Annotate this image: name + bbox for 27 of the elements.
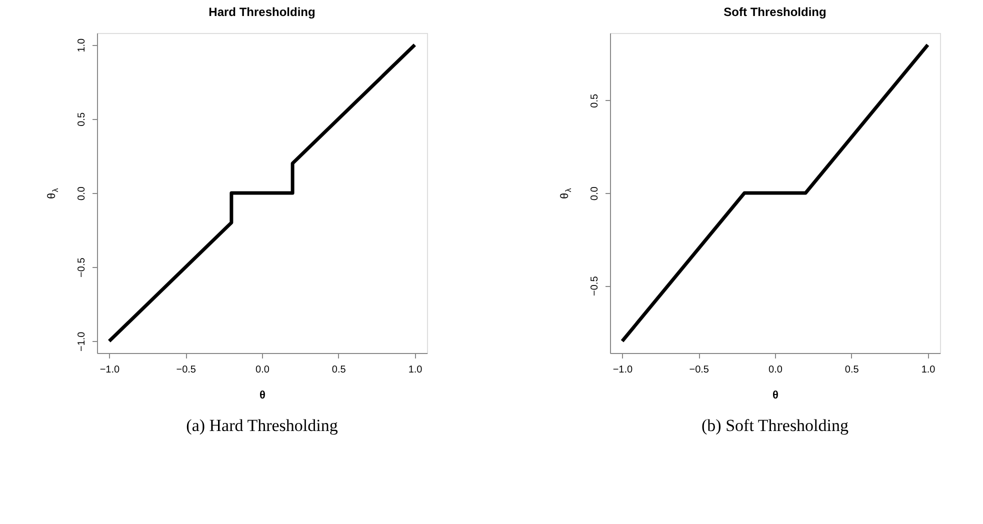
chart-title: Hard Thresholding [208,5,316,19]
chart-title: Soft Thresholding [724,5,826,19]
y-axis-title: θλ [46,188,60,199]
y-tick-label: −1.0 [76,331,88,352]
text: (a) Hard Thresholding [186,416,338,435]
x-tick-label: −0.5 [689,364,710,376]
y-tick-label: 0.5 [76,112,88,126]
x-tick-label: −0.5 [176,364,196,376]
x-tick-label: 1.0 [408,364,423,376]
x-tick-label: 0.5 [332,364,346,376]
y-tick-label: 1.0 [76,38,88,52]
y-tick-label: 0.0 [590,186,600,200]
y-tick-label: 0.5 [590,94,600,108]
x-axis-title: θ [772,390,779,402]
x-tick-label: 0.5 [844,364,860,376]
x-tick-label: 0.0 [256,364,270,376]
x-tick-label: −1.0 [612,364,634,376]
y-tick-label: 0.0 [76,186,88,200]
y-tick-label: −0.5 [76,257,88,278]
y-axis-title: θλ [559,188,573,199]
line-series [107,43,417,343]
x-tick-label: 1.0 [921,364,936,376]
x-tick-label: −1.0 [100,364,120,376]
y-tick-label: −0.5 [590,276,600,296]
text: (b) Soft Thresholding [701,416,849,435]
x-tick-label: 0.0 [768,364,783,376]
x-axis-title: θ [260,390,266,402]
